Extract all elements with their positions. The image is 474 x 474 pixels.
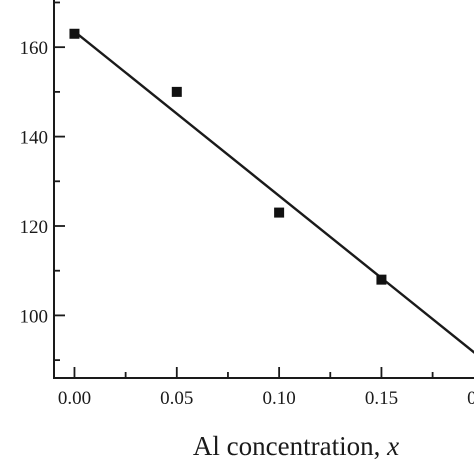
axis-ticks [54,1,434,378]
x-axis-title: Al concentration, x [193,431,399,461]
y-tick-label: 100 [20,306,49,327]
data-point [69,28,80,39]
fit-line-group [73,30,474,354]
y-tick-labels: 100 120 140 160 [20,38,49,327]
x-tick-label: 0.10 [262,388,295,409]
y-tick-label: 120 [20,217,49,238]
y-tick-label: 140 [20,128,49,149]
x-tick-label: 0.20 [467,388,474,409]
data-point [274,207,285,218]
x-tick-label: 0.15 [365,388,398,409]
data-points [69,28,387,285]
plot-frame [53,0,474,379]
x-tick-labels: 0.00 0.05 0.10 0.15 0.20 [58,388,474,409]
y-tick-label: 160 [20,38,49,59]
linear-fit-line [73,30,474,354]
data-point [171,86,182,97]
x-axis-title-variable: x [386,431,399,461]
x-axis-title-text: Al concentration, [193,431,387,461]
data-point [376,274,387,285]
x-tick-label: 0.05 [160,388,193,409]
x-tick-label: 0.00 [58,388,91,409]
